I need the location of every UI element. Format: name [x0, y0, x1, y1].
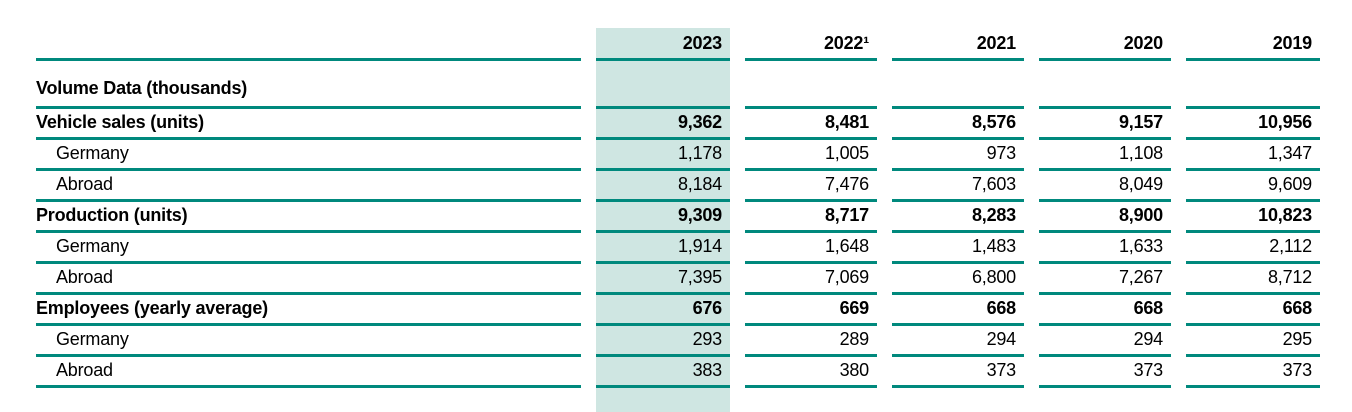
value-cell: 8,712: [1186, 264, 1320, 295]
row-label: Abroad: [36, 264, 581, 295]
column-header-2023: 2023: [596, 28, 730, 61]
value-cell: 10,823: [1186, 202, 1320, 233]
value-cell: 1,005: [745, 140, 877, 171]
value-cell: 7,267: [1039, 264, 1171, 295]
value-cell: 668: [1039, 295, 1171, 326]
value-cell: 668: [1186, 295, 1320, 326]
volume-data-grid: 2023 2022¹ 2021 2020 2019 Volume Data (t…: [36, 28, 1320, 388]
value-cell: 295: [1186, 326, 1320, 357]
value-cell: 8,717: [745, 202, 877, 233]
value-cell: 9,362: [596, 109, 730, 140]
value-cell: 289: [745, 326, 877, 357]
row-label: Germany: [36, 140, 581, 171]
row-label: Employees (yearly average): [36, 295, 581, 326]
value-cell: 380: [745, 357, 877, 388]
value-cell: 8,283: [892, 202, 1024, 233]
value-cell: 294: [892, 326, 1024, 357]
value-cell: 10,956: [1186, 109, 1320, 140]
value-cell: [892, 61, 1024, 109]
value-cell: 383: [596, 357, 730, 388]
value-cell: 1,633: [1039, 233, 1171, 264]
value-cell: 1,648: [745, 233, 877, 264]
value-cell: [1039, 61, 1171, 109]
value-cell: [745, 61, 877, 109]
value-cell: 676: [596, 295, 730, 326]
value-cell: 8,576: [892, 109, 1024, 140]
column-header-2022: 2022¹: [745, 28, 877, 61]
value-cell: 373: [892, 357, 1024, 388]
column-header-2020: 2020: [1039, 28, 1171, 61]
row-label: Germany: [36, 326, 581, 357]
value-cell: 1,178: [596, 140, 730, 171]
value-cell: 9,609: [1186, 171, 1320, 202]
value-cell: 1,914: [596, 233, 730, 264]
column-header-2019: 2019: [1186, 28, 1320, 61]
value-cell: 373: [1039, 357, 1171, 388]
value-cell: 9,157: [1039, 109, 1171, 140]
value-cell: 7,395: [596, 264, 730, 295]
row-label: Vehicle sales (units): [36, 109, 581, 140]
value-cell: 373: [1186, 357, 1320, 388]
value-cell: 1,108: [1039, 140, 1171, 171]
value-cell: [596, 61, 730, 109]
value-cell: 669: [745, 295, 877, 326]
value-cell: 7,476: [745, 171, 877, 202]
value-cell: 8,049: [1039, 171, 1171, 202]
value-cell: 7,603: [892, 171, 1024, 202]
value-cell: 1,347: [1186, 140, 1320, 171]
value-cell: 7,069: [745, 264, 877, 295]
value-cell: 8,481: [745, 109, 877, 140]
value-cell: 1,483: [892, 233, 1024, 264]
value-cell: 668: [892, 295, 1024, 326]
value-cell: 8,900: [1039, 202, 1171, 233]
row-label: Abroad: [36, 357, 581, 388]
section-title: Volume Data (thousands): [36, 61, 581, 109]
value-cell: [1186, 61, 1320, 109]
value-cell: 2,112: [1186, 233, 1320, 264]
column-header-2021: 2021: [892, 28, 1024, 61]
value-cell: 6,800: [892, 264, 1024, 295]
value-cell: 294: [1039, 326, 1171, 357]
value-cell: 9,309: [596, 202, 730, 233]
row-label: Production (units): [36, 202, 581, 233]
row-label: Abroad: [36, 171, 581, 202]
header-empty-cell: [36, 28, 581, 61]
highlight-2023-column: [596, 28, 730, 412]
value-cell: 293: [596, 326, 730, 357]
value-cell: 8,184: [596, 171, 730, 202]
value-cell: 973: [892, 140, 1024, 171]
row-label: Germany: [36, 233, 581, 264]
